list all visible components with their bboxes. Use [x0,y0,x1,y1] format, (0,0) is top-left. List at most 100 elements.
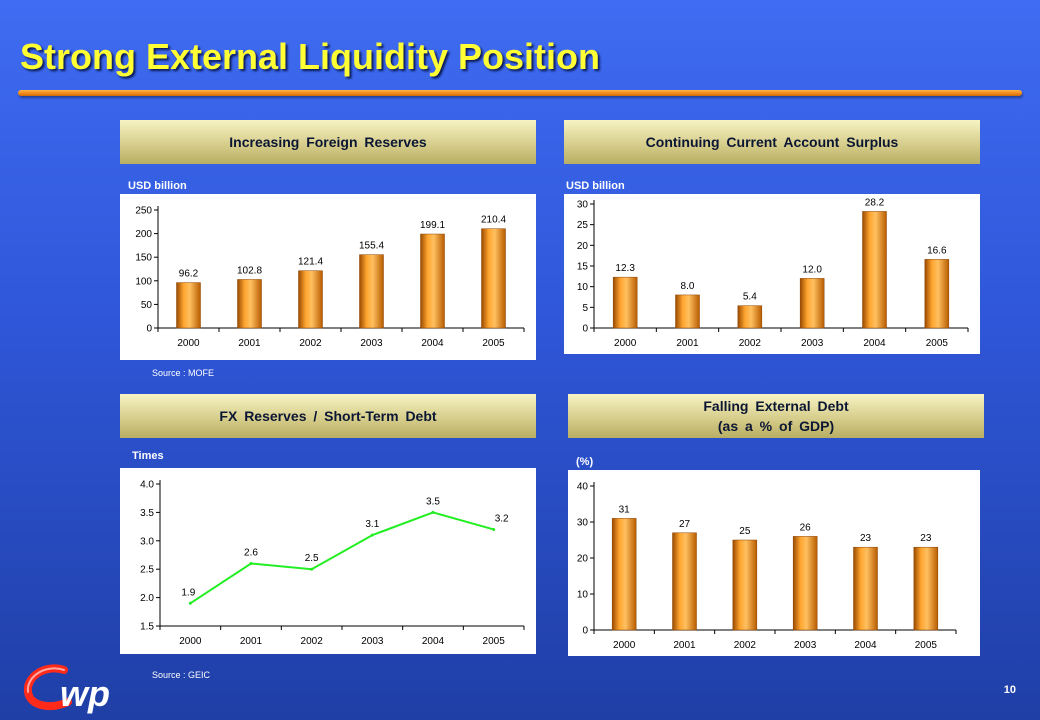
y-tick-label: 200 [135,229,152,240]
data-label: 2.6 [244,548,258,559]
chart-current-account: 0 5 10 15 20 25 30 2000 2001 2002 2003 2004 2005 12.3… [564,194,980,354]
panel-header-label: Increasing Foreign Reserves [229,134,427,150]
bar-chart-current-account: 0 5 10 15 20 25 30 2000 2001 2002 2003 2004 2005 12.3… [577,197,969,349]
y-tick-label: 3.0 [140,536,154,547]
page-number: 10 [1003,684,1016,696]
x-tick-label: 2000 [177,338,200,349]
data-point-2002 [310,567,314,571]
panel-header-current-account: Continuing Current Account Surplus [564,120,980,164]
x-tick-label: 2002 [299,338,322,349]
bar-chart-external-debt: 0 10 20 30 40 2000 2001 2002 2003 2004 2005 31 27 25 2… [577,482,957,651]
x-tick-label: 2001 [673,640,696,651]
data-label: 23 [920,533,932,544]
data-label: 3.1 [365,519,379,530]
bar-chart-foreign-reserves: 0 50 100 150 200 250 2000 2001 2002 2003 2004 2005 9… [135,206,525,349]
svg-text:wp: wp [60,673,110,714]
y-tick-label: 250 [135,206,152,217]
x-tick-label: 2002 [301,636,324,647]
unit-label-percent: (%) [576,456,594,468]
data-label: 121.4 [298,257,323,268]
data-label: 155.4 [359,241,384,252]
slide-title: Strong External Liquidity Position [20,36,601,77]
data-label: 31 [619,504,631,515]
y-tick-label: 10 [577,590,589,601]
x-tick-label: 2005 [482,338,505,349]
bar-2000 [611,518,637,631]
y-tick-label: 20 [577,241,589,252]
x-tick-label: 2003 [794,640,817,651]
data-label: 5.4 [743,292,757,303]
bar-2003 [792,536,818,631]
x-tick-label: 2003 [361,636,384,647]
data-label: 25 [739,526,751,537]
bar-2004 [420,233,445,329]
bar-2003 [799,278,825,329]
x-tick-label: 2004 [422,636,445,647]
x-tick-label: 2001 [240,636,263,647]
data-label: 28.2 [865,197,885,208]
y-tick-label: 30 [577,200,589,211]
panel-header-foreign-reserves: Increasing Foreign Reserves [120,120,536,164]
series-line [189,511,494,605]
x-tick-label: 2005 [483,636,506,647]
data-label: 16.6 [927,245,947,256]
title-underline [18,90,1022,96]
bar-2004 [862,211,887,329]
panel-header-fx-short-term-debt: FX Reserves / Short-Term Debt [120,394,536,438]
bar-2001 [675,294,700,329]
y-tick-label: 50 [141,300,153,311]
y-tick-label: 2.0 [140,593,154,604]
data-point-2001 [249,562,253,566]
y-tick-label: 0 [146,324,152,335]
bar-2005 [481,228,506,329]
bar-2005 [924,259,950,329]
panel-header-external-debt: Falling External Debt (as a % of GDP) [568,394,984,438]
panel-header-label: FX Reserves / Short-Term Debt [219,408,437,424]
data-label: 210.4 [481,215,506,226]
bar-2001 [237,279,262,329]
bar-2002 [732,539,758,631]
y-tick-label: 0 [582,324,588,335]
line-chart-fx-short-term-debt: 1.5 2.0 2.5 3.0 3.5 4.0 2000 2001 2002 2003 2004 20… [140,480,525,647]
source-note-mofe: Source : MOFE [152,368,215,378]
data-label: 23 [860,533,872,544]
bar-2002 [298,270,323,329]
data-label: 12.0 [802,264,822,275]
y-tick-label: 100 [135,276,152,287]
y-tick-label: 1.5 [140,622,154,633]
chart-fx-short-term-debt: 1.5 2.0 2.5 3.0 3.5 4.0 2000 2001 2002 2003 2004 20… [120,468,536,654]
chart-external-debt: 0 10 20 30 40 2000 2001 2002 2003 2004 2005 31 27 25 2… [568,470,980,656]
x-tick-label: 2001 [238,338,261,349]
bar-2003 [359,254,384,329]
x-tick-label: 2003 [360,338,383,349]
y-tick-label: 10 [577,282,589,293]
bar-2005 [913,546,939,631]
y-tick-label: 20 [577,554,589,565]
x-tick-label: 2004 [421,338,444,349]
x-tick-label: 2004 [854,640,877,651]
chart-foreign-reserves: 0 50 100 150 200 250 2000 2001 2002 2003 2004 2005 9… [120,194,536,360]
x-tick-label: 2005 [926,338,949,349]
y-tick-label: 25 [577,220,589,231]
bar-2000 [612,276,638,329]
bar-2004 [853,546,878,631]
data-label: 1.9 [181,587,195,598]
x-tick-label: 2002 [734,640,757,651]
data-label: 199.1 [420,220,445,231]
x-tick-label: 2002 [739,338,762,349]
y-tick-label: 0 [582,626,588,637]
panel-header-label: Continuing Current Account Surplus [645,134,899,150]
panel-header-line1: Falling External Debt [703,398,849,414]
data-point-2000 [188,601,192,605]
unit-label-current-account: USD billion [566,180,625,192]
x-tick-label: 2004 [863,338,886,349]
cwp-logo-icon: wp [24,664,110,714]
data-label: 12.3 [615,263,635,274]
data-point-2003 [370,533,374,537]
data-point-2005 [492,527,496,531]
bar-2002 [737,305,763,329]
y-tick-label: 150 [135,253,152,264]
y-tick-label: 2.5 [140,565,154,576]
data-label: 3.5 [426,496,440,507]
data-label: 27 [679,519,691,530]
